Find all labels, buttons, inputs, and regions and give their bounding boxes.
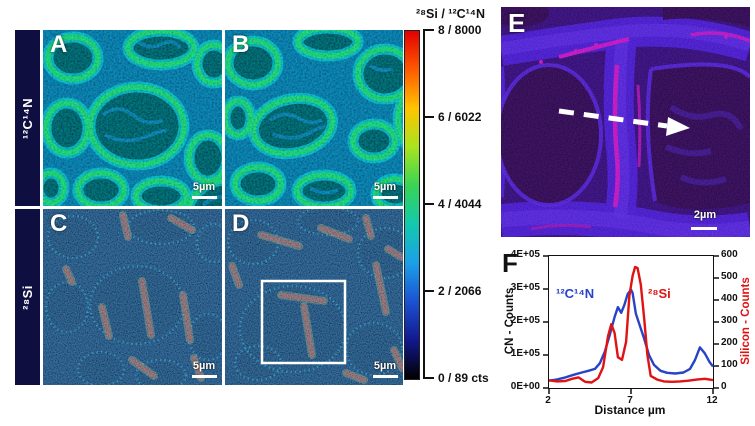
series-label-cn: ¹²C¹⁴N bbox=[556, 286, 595, 301]
y-tick-left: 4E+05 bbox=[510, 249, 540, 260]
panel-d-letter: D bbox=[232, 210, 250, 237]
panel-a: A 5µm bbox=[43, 30, 222, 206]
panel-d-scalebar bbox=[373, 375, 398, 378]
y-tick-right: 200 bbox=[721, 337, 738, 348]
y-tick-right: 600 bbox=[721, 249, 738, 260]
panel-b-scalebar bbox=[373, 196, 398, 199]
y-tick-right: 300 bbox=[721, 315, 738, 326]
panel-a-scalebar-label: 5µm bbox=[192, 181, 216, 193]
series-line-²⁸Si bbox=[548, 265, 714, 384]
colorbar-tickmark bbox=[423, 290, 434, 292]
plot-area bbox=[543, 255, 719, 394]
y-tick-right: 400 bbox=[721, 293, 738, 304]
panel-c-letter: C bbox=[50, 210, 68, 237]
y-tick-left: 2E+05 bbox=[510, 315, 540, 326]
panel-b: B 5µm bbox=[225, 30, 403, 206]
panel-e-image bbox=[501, 7, 750, 237]
panel-e-letter: E bbox=[508, 8, 526, 38]
noise-overlay bbox=[225, 30, 403, 206]
panel-f-letter: F bbox=[502, 248, 518, 278]
panel-d: D 5µm bbox=[225, 209, 403, 385]
panel-c: C 5µm bbox=[43, 209, 222, 385]
panel-c-scalebar bbox=[192, 375, 217, 378]
colorbar-tickmark bbox=[423, 116, 434, 118]
colorbar-gradient bbox=[404, 30, 420, 380]
y-tick-left: 1E+05 bbox=[510, 348, 540, 359]
y-tick-right: 100 bbox=[721, 359, 738, 370]
series-line-¹²C¹⁴N bbox=[548, 288, 714, 382]
colorbar-tick-6: 6 / 6022 bbox=[438, 110, 482, 124]
y-tick-left: 0E+00 bbox=[510, 381, 540, 392]
plot-canvas bbox=[543, 255, 719, 394]
y-tick-right: 0 bbox=[721, 381, 727, 392]
colorbar-tick-4: 4 / 4044 bbox=[438, 197, 482, 211]
colorbar-tickmark bbox=[423, 29, 434, 31]
panel-d-image bbox=[225, 209, 403, 385]
noise-overlay bbox=[501, 7, 750, 237]
panel-a-scalebar bbox=[192, 196, 217, 199]
y-tick-right: 500 bbox=[721, 271, 738, 282]
colorbar-tickmark bbox=[423, 377, 434, 379]
panel-f: F CN - Counts Silicon - Counts ¹²C¹⁴N ²⁸… bbox=[500, 245, 755, 426]
colorbar-tickmark bbox=[423, 203, 434, 205]
panel-a-image bbox=[43, 30, 222, 206]
panel-c-image bbox=[43, 209, 222, 385]
transect-arrow bbox=[558, 108, 690, 136]
row-label-si-text: ²⁸Si bbox=[19, 284, 35, 310]
panel-b-letter: B bbox=[232, 31, 250, 58]
colorbar-tick-0: 0 / 89 cts bbox=[438, 371, 489, 385]
x-tick: 2 bbox=[545, 395, 551, 406]
roi-box bbox=[260, 279, 347, 365]
noise-overlay bbox=[43, 30, 222, 206]
noise-overlay bbox=[43, 209, 222, 385]
panel-b-scalebar-label: 5µm bbox=[373, 181, 397, 193]
x-tick: 12 bbox=[706, 395, 718, 406]
row-label-si: ²⁸Si bbox=[15, 209, 40, 385]
x-tick: 7 bbox=[627, 395, 633, 406]
panel-a-letter: A bbox=[50, 31, 68, 58]
panel-e-scalebar-label: 2µm bbox=[693, 209, 717, 221]
panel-d-scalebar-label: 5µm bbox=[373, 360, 397, 372]
colorbar-tick-8: 8 / 8000 bbox=[438, 23, 482, 37]
colorbar-tick-2: 2 / 2066 bbox=[438, 284, 482, 298]
panel-e-scalebar bbox=[691, 227, 717, 230]
panel-e: E 2µm bbox=[501, 7, 750, 237]
y-tick-left: 3E+05 bbox=[510, 282, 540, 293]
row-label-cn: ¹²C¹⁴N bbox=[15, 30, 40, 206]
x-axis-title: Distance µm bbox=[594, 403, 666, 417]
row-label-cn-text: ¹²C¹⁴N bbox=[20, 97, 36, 139]
noise-overlay bbox=[225, 209, 403, 385]
panel-c-scalebar-label: 5µm bbox=[192, 360, 216, 372]
panel-b-image bbox=[225, 30, 403, 206]
series-label-si: ²⁸Si bbox=[648, 286, 671, 301]
colorbar-title: ²⁸Si / ¹²C¹⁴N bbox=[415, 7, 486, 21]
